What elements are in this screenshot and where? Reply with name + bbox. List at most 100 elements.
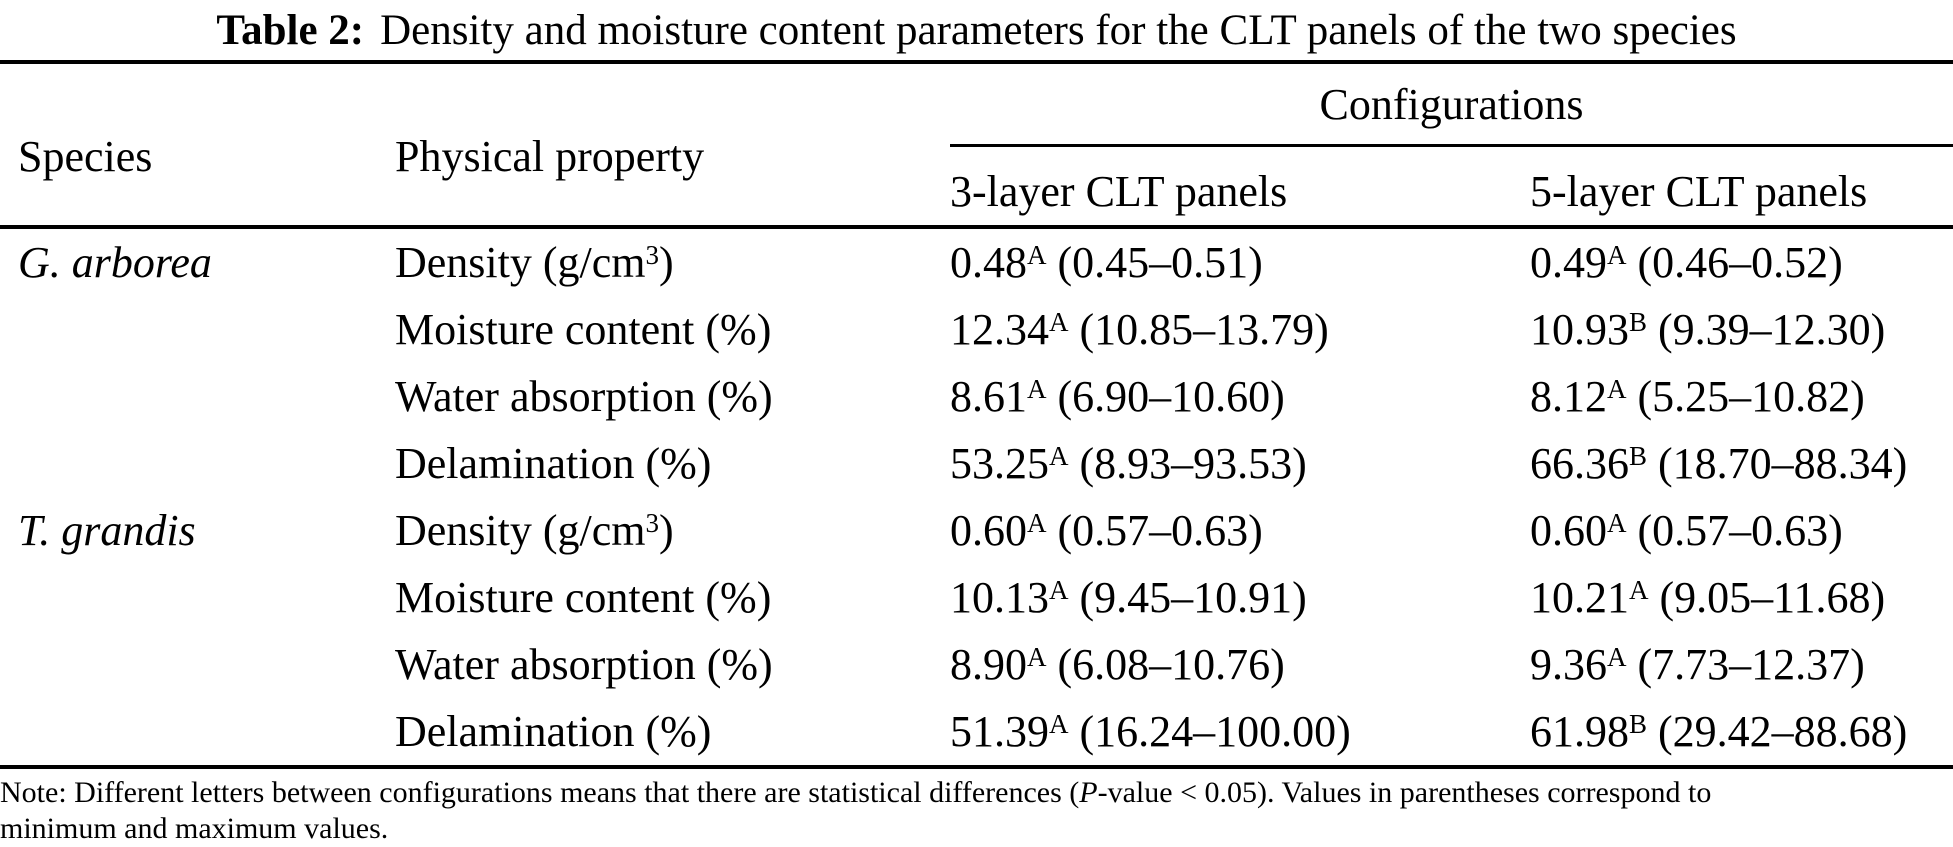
superscript-letter: B xyxy=(1629,307,1648,338)
value-cell-5layer: 9.36A (7.73–12.37) xyxy=(1530,631,1953,698)
value-mean: 66.36 xyxy=(1530,439,1629,488)
species-cell: T. grandis xyxy=(0,497,395,564)
value-mean: 0.60 xyxy=(1530,506,1607,555)
value-cell-5layer: 66.36B (18.70–88.34) xyxy=(1530,430,1953,497)
value-range: (7.73–12.37) xyxy=(1626,640,1865,689)
value-range: (8.93–93.53) xyxy=(1068,439,1307,488)
value-mean: 10.13 xyxy=(950,573,1049,622)
superscript-letter: A xyxy=(1027,374,1047,405)
property-label: Delamination (%) xyxy=(395,439,712,488)
property-label-end: ) xyxy=(659,238,674,287)
superscript-letter: A xyxy=(1049,441,1069,472)
table-row: G. arborea Density (g/cm3) 0.48A (0.45–0… xyxy=(0,227,1953,296)
superscript-letter: A xyxy=(1629,575,1649,606)
value-range: (29.42–88.68) xyxy=(1647,707,1908,756)
property-cell: Moisture content (%) xyxy=(395,564,950,631)
species-cell xyxy=(0,631,395,698)
value-cell-5layer: 8.12A (5.25–10.82) xyxy=(1530,363,1953,430)
value-mean: 0.49 xyxy=(1530,238,1607,287)
table-header: Species Physical property Configurations… xyxy=(0,62,1953,227)
property-label: Density (g/cm xyxy=(395,506,646,555)
species-name: T. grandis xyxy=(18,506,196,555)
table-row: Water absorption (%) 8.90A (6.08–10.76) … xyxy=(0,631,1953,698)
property-cell: Density (g/cm3) xyxy=(395,497,950,564)
superscript-letter: A xyxy=(1027,240,1047,271)
superscript-letter: A xyxy=(1607,374,1627,405)
value-mean: 0.48 xyxy=(950,238,1027,287)
property-label: Water absorption (%) xyxy=(395,372,773,421)
header-5layer: 5-layer CLT panels xyxy=(1530,166,1868,216)
header-configurations: Configurations xyxy=(950,62,1953,147)
value-cell-5layer: 0.60A (0.57–0.63) xyxy=(1530,497,1953,564)
superscript-letter: A xyxy=(1049,307,1069,338)
header-row-main: Species Physical property Configurations xyxy=(0,62,1953,181)
table-footnote: Note: Different letters between configur… xyxy=(0,769,1953,847)
species-cell xyxy=(0,698,395,767)
value-mean: 10.93 xyxy=(1530,305,1629,354)
value-range: (9.05–11.68) xyxy=(1648,573,1886,622)
table-row: Delamination (%) 53.25A (8.93–93.53) 66.… xyxy=(0,430,1953,497)
value-mean: 12.34 xyxy=(950,305,1049,354)
value-mean: 9.36 xyxy=(1530,640,1607,689)
table-row: Moisture content (%) 10.13A (9.45–10.91)… xyxy=(0,564,1953,631)
superscript-letter: A xyxy=(1027,508,1047,539)
header-physical-property: Physical property xyxy=(395,132,705,181)
species-cell xyxy=(0,296,395,363)
superscript-letter: A xyxy=(1607,240,1627,271)
superscript-letter: A xyxy=(1027,642,1047,673)
property-cell: Water absorption (%) xyxy=(395,631,950,698)
superscript-exponent: 3 xyxy=(645,508,660,539)
value-range: (5.25–10.82) xyxy=(1626,372,1865,421)
footnote-line-2: minimum and maximum values. xyxy=(0,811,1953,847)
table-row: T. grandis Density (g/cm3) 0.60A (0.57–0… xyxy=(0,497,1953,564)
value-mean: 10.21 xyxy=(1530,573,1629,622)
value-cell-5layer: 10.93B (9.39–12.30) xyxy=(1530,296,1953,363)
value-cell-5layer: 0.49A (0.46–0.52) xyxy=(1530,227,1953,296)
p-value-symbol: P xyxy=(1079,776,1098,809)
footnote-text: minimum and maximum values. xyxy=(0,812,389,845)
clt-parameters-table: Species Physical property Configurations… xyxy=(0,60,1953,769)
value-cell-3layer: 8.90A (6.08–10.76) xyxy=(950,631,1530,698)
property-cell: Delamination (%) xyxy=(395,430,950,497)
value-range: (0.57–0.63) xyxy=(1626,506,1843,555)
value-cell-3layer: 0.60A (0.57–0.63) xyxy=(950,497,1530,564)
value-cell-3layer: 53.25A (8.93–93.53) xyxy=(950,430,1530,497)
superscript-letter: B xyxy=(1629,441,1648,472)
property-label: Density (g/cm xyxy=(395,238,646,287)
property-cell: Delamination (%) xyxy=(395,698,950,767)
footnote-line-1: Note: Different letters between configur… xyxy=(0,775,1953,811)
superscript-letter: A xyxy=(1607,642,1627,673)
value-range: (9.39–12.30) xyxy=(1647,305,1886,354)
header-3layer: 3-layer CLT panels xyxy=(950,166,1288,216)
value-range: (9.45–10.91) xyxy=(1068,573,1307,622)
value-mean: 61.98 xyxy=(1530,707,1629,756)
value-cell-3layer: 51.39A (16.24–100.00) xyxy=(950,698,1530,767)
value-range: (16.24–100.00) xyxy=(1068,707,1351,756)
species-cell xyxy=(0,564,395,631)
value-range: (0.46–0.52) xyxy=(1626,238,1843,287)
species-cell xyxy=(0,430,395,497)
header-row-sub: 3-layer CLT panels 5-layer CLT panels xyxy=(0,146,1953,228)
value-cell-3layer: 10.13A (9.45–10.91) xyxy=(950,564,1530,631)
property-cell: Water absorption (%) xyxy=(395,363,950,430)
species-name: G. arborea xyxy=(18,238,212,287)
value-cell-3layer: 12.34A (10.85–13.79) xyxy=(950,296,1530,363)
species-cell xyxy=(0,363,395,430)
superscript-letter: B xyxy=(1629,709,1648,740)
table-body: G. arborea Density (g/cm3) 0.48A (0.45–0… xyxy=(0,227,1953,767)
superscript-letter: A xyxy=(1049,709,1069,740)
value-mean: 51.39 xyxy=(950,707,1049,756)
table-row: Moisture content (%) 12.34A (10.85–13.79… xyxy=(0,296,1953,363)
property-label: Water absorption (%) xyxy=(395,640,773,689)
superscript-letter: A xyxy=(1607,508,1627,539)
table-row: Delamination (%) 51.39A (16.24–100.00) 6… xyxy=(0,698,1953,767)
value-range: (18.70–88.34) xyxy=(1647,439,1908,488)
header-species: Species xyxy=(18,132,153,181)
value-mean: 8.12 xyxy=(1530,372,1607,421)
value-range: (10.85–13.79) xyxy=(1068,305,1329,354)
footnote-text: -value < 0.05). Values in parentheses co… xyxy=(1097,776,1712,809)
table-caption: Table 2: Density and moisture content par… xyxy=(0,0,1953,60)
property-cell: Density (g/cm3) xyxy=(395,227,950,296)
property-label: Moisture content (%) xyxy=(395,305,772,354)
